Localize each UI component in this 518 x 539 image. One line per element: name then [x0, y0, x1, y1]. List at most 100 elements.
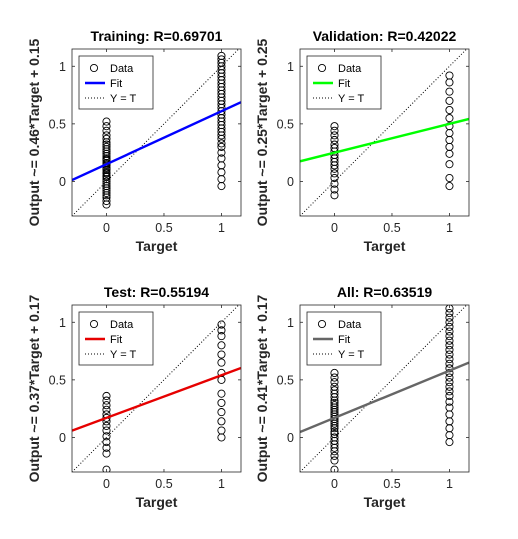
y-tick-label-1: 0.5	[49, 117, 66, 131]
x-tick-label-2: 1	[446, 221, 453, 235]
x-tick-label-0: 0	[103, 221, 110, 235]
y-axis-label: Output ~= 0.41*Target + 0.17	[254, 294, 270, 482]
data-point-0-0	[330, 191, 339, 200]
x-tick-label-1: 0.5	[383, 221, 400, 235]
plot-content	[72, 305, 241, 472]
x-axis-label: Target	[136, 494, 178, 510]
data-point-1-23	[445, 318, 454, 327]
data-point-1-8	[445, 114, 454, 123]
legend-entry-0: Data	[110, 63, 134, 75]
data-point-1-16	[445, 350, 454, 359]
data-point-1-6	[445, 397, 454, 406]
data-point-0-29	[102, 140, 111, 149]
data-point-1-10	[445, 378, 454, 387]
data-point-1-31	[217, 55, 226, 64]
data-point-0-29	[330, 368, 339, 378]
y-tick-label-2: 1	[59, 316, 66, 330]
y-tick-label-0: 0	[287, 431, 294, 445]
data-point-0-27	[330, 378, 339, 387]
y-tick-label-0: 0	[59, 431, 66, 445]
legend-entry-0: Data	[110, 319, 134, 331]
axes-box	[71, 48, 242, 217]
data-point-1-1	[217, 426, 226, 435]
fit-line	[300, 117, 469, 163]
y-tick-label-0: 0	[287, 175, 294, 189]
data-point-1-2	[445, 160, 454, 169]
data-point-1-10	[217, 341, 226, 350]
chart-title: Validation: R=0.42022	[313, 28, 457, 44]
data-point-0-0	[102, 465, 111, 472]
data-point-0-1	[102, 196, 111, 206]
y-tick-label-2: 1	[287, 60, 294, 74]
data-point-0-8	[330, 429, 339, 439]
identity-line	[72, 49, 240, 216]
data-point-0-33	[102, 126, 111, 135]
data-point-0-5	[102, 426, 111, 435]
data-point-0-3	[102, 438, 111, 447]
legend-entry-2: Y = T	[338, 349, 364, 361]
data-point-0-26	[330, 382, 339, 391]
data-point-1-7	[445, 122, 454, 131]
data-point-0-4	[330, 169, 339, 178]
data-point-0-2	[330, 451, 339, 460]
data-point-1-5	[217, 148, 226, 157]
legend: Data Fit Y = T	[306, 311, 382, 366]
y-tick-label-1: 0.5	[277, 373, 294, 387]
data-point-1-6	[217, 142, 226, 151]
fit-line	[300, 361, 469, 434]
legend-entry-2: Y = T	[338, 93, 364, 105]
data-point-1-13	[217, 320, 226, 329]
data-point-1-9	[445, 382, 454, 391]
data-point-0-21	[330, 398, 339, 407]
axes-box	[71, 304, 242, 473]
data-point-1-15	[445, 355, 454, 364]
data-point-1-19	[445, 336, 454, 345]
data-point-0-16	[330, 122, 339, 131]
data-point-1-2	[217, 417, 226, 426]
plot-content	[72, 49, 241, 216]
legend: Data Fit Y = T	[78, 55, 154, 110]
y-tick-label-2: 1	[287, 316, 294, 330]
data-point-1-11	[445, 87, 454, 96]
identity-line	[300, 49, 468, 216]
x-tick-label-1: 0.5	[155, 477, 172, 491]
y-axis-label: Output ~= 0.37*Target + 0.17	[26, 294, 42, 482]
x-tick-label-0: 0	[103, 477, 110, 491]
data-point-1-8	[217, 358, 226, 367]
data-point-0-4	[102, 432, 111, 441]
fit-line	[72, 101, 241, 182]
x-tick-label-1: 0.5	[155, 221, 172, 235]
data-point-0-3	[330, 173, 339, 183]
y-tick-label-1: 0.5	[49, 373, 66, 387]
data-point-1-22	[445, 322, 454, 331]
chart-title: Training: R=0.69701	[91, 28, 223, 44]
data-point-1-7	[445, 391, 454, 401]
data-point-0-32	[102, 131, 111, 140]
data-point-0-9	[102, 177, 111, 186]
data-point-0-34	[102, 122, 111, 131]
data-point-0-2	[102, 443, 111, 452]
legend-data-marker	[89, 63, 99, 73]
data-point-0-9	[330, 427, 339, 436]
data-point-1-7	[217, 139, 226, 148]
x-axis-label: Target	[136, 238, 178, 254]
data-point-1-12	[217, 326, 226, 335]
data-point-1-21	[445, 327, 454, 336]
data-point-1-0	[445, 182, 454, 191]
data-point-1-17	[445, 345, 454, 354]
legend: Data Fit Y = T	[306, 55, 382, 110]
data-point-1-8	[445, 387, 454, 396]
data-point-1-9	[445, 105, 454, 115]
data-point-0-20	[330, 401, 339, 410]
data-point-0-10	[102, 405, 111, 414]
data-point-0-1	[330, 185, 339, 194]
x-tick-label-1: 0.5	[383, 477, 400, 491]
y-tick-label-0: 0	[59, 175, 66, 189]
y-axis-label: Output ~= 0.25*Target + 0.25	[254, 38, 270, 226]
data-point-1-32	[217, 51, 226, 60]
subplot-2: 0 0.5 1 0 0.5 1 Test: R=0.55194 Target Output ~=…	[26, 284, 242, 510]
legend-data-marker	[317, 319, 327, 329]
x-axis-label: Target	[364, 238, 406, 254]
chart-title: Test: R=0.55194	[104, 284, 209, 300]
subplot-1: 0 0.5 1 0 0.5 1 Validation: R=0.42022 Target Out…	[254, 28, 470, 254]
